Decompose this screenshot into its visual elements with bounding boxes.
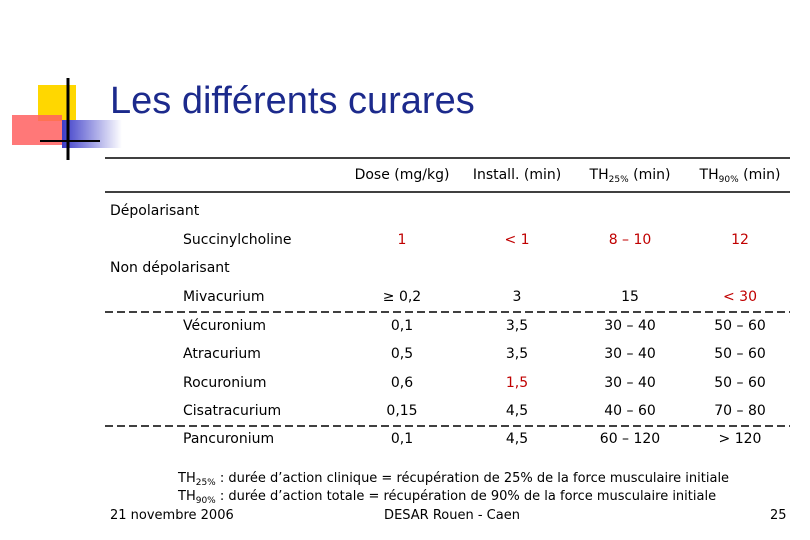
- row-label: Vécuronium: [183, 317, 266, 334]
- row-label: Rocuronium: [183, 374, 267, 391]
- note-main: TH: [178, 471, 196, 486]
- note-sub: 25%: [195, 478, 216, 488]
- cell: 30 – 40: [604, 374, 656, 391]
- page-number: 25: [770, 508, 787, 523]
- cell: 40 – 60: [604, 403, 656, 419]
- row-label: Atracurium: [183, 346, 261, 363]
- logo-bar: [62, 120, 122, 148]
- column-header: TH90% (min): [699, 166, 781, 185]
- row-label: Mivacurium: [183, 289, 265, 306]
- cell: 3,5: [505, 346, 529, 363]
- cell: 0,1: [390, 431, 414, 448]
- cell: 60 – 120: [599, 431, 661, 448]
- cell: 1,5: [505, 374, 529, 391]
- header-rest: (min): [628, 167, 671, 183]
- cell: 0,1: [390, 317, 414, 334]
- row-label: Pancuronium: [183, 431, 275, 448]
- cell: 0,15: [386, 403, 418, 419]
- cell: 0,5: [390, 346, 414, 363]
- cell: 4,5: [505, 431, 529, 448]
- cell: ≥ 0,2: [382, 289, 422, 306]
- group-label: Dépolarisant: [110, 203, 200, 219]
- row-label: Cisatracurium: [183, 403, 282, 419]
- cell: 12: [731, 232, 749, 248]
- cell: 30 – 40: [604, 317, 656, 334]
- note-text: : durée d’action totale = récupération d…: [215, 489, 717, 504]
- cell: 15: [621, 289, 639, 306]
- header-main: TH: [589, 167, 609, 183]
- title: Les différents curares: [110, 80, 475, 122]
- cell: > 120: [718, 431, 762, 448]
- column-header: Install. (min): [472, 167, 562, 183]
- header-rest: (min): [738, 167, 781, 183]
- cell: 3,5: [505, 317, 529, 334]
- cell: 30 – 40: [604, 346, 656, 363]
- note-sub: 90%: [195, 496, 216, 506]
- cell: 50 – 60: [714, 317, 766, 334]
- row-label: Succinylcholine: [183, 232, 292, 248]
- cell: 50 – 60: [714, 346, 766, 363]
- header-main: TH: [699, 167, 719, 183]
- cell: 4,5: [505, 403, 529, 419]
- footnote: TH25% : durée d’action clinique = récupé…: [178, 470, 729, 488]
- column-header: Dose (mg/kg): [354, 167, 450, 183]
- cell: 70 – 80: [714, 403, 766, 419]
- cell: < 30: [723, 289, 757, 306]
- cell: 8 – 10: [608, 232, 652, 248]
- cell: 50 – 60: [714, 374, 766, 391]
- cell: < 1: [504, 232, 530, 248]
- header-sub: 90%: [718, 175, 739, 185]
- column-header: TH25% (min): [589, 166, 671, 185]
- footer-center: DESAR Rouen - Caen: [384, 508, 520, 523]
- note-main: TH: [178, 489, 196, 504]
- cell: 3: [512, 289, 522, 306]
- note-text: : durée d’action clinique = récupération…: [215, 471, 730, 486]
- group-label: Non dépolarisant: [110, 260, 230, 277]
- footnote: TH90% : durée d’action totale = récupéra…: [178, 488, 716, 506]
- cell: 1: [397, 232, 407, 248]
- cell: 0,6: [390, 374, 414, 391]
- header-sub: 25%: [608, 175, 629, 185]
- footer-date: 21 novembre 2006: [110, 508, 234, 523]
